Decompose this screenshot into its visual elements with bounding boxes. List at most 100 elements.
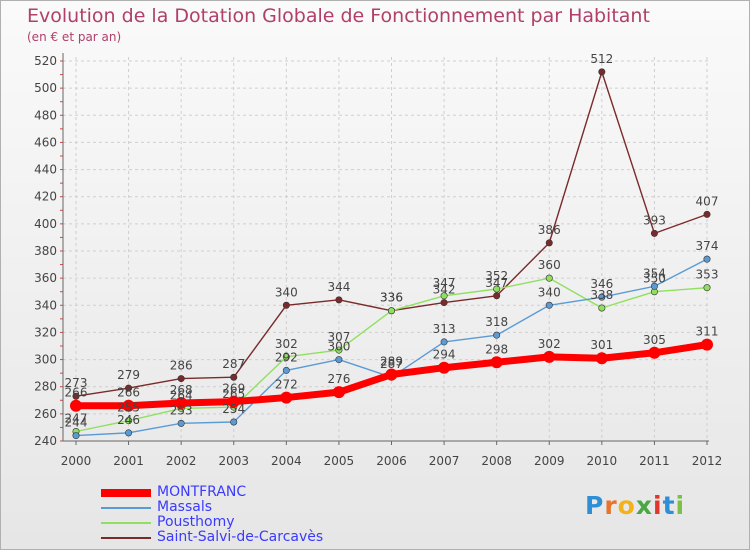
data-label: 272 xyxy=(275,378,298,392)
data-label: 301 xyxy=(590,338,613,352)
logo-letter: i xyxy=(653,491,663,520)
data-label: 266 xyxy=(117,386,140,400)
data-point xyxy=(178,375,184,381)
data-point xyxy=(491,356,503,368)
y-tick-label: 420 xyxy=(34,190,57,204)
data-label: 287 xyxy=(222,357,245,371)
data-point xyxy=(493,293,499,299)
legend-item: Pousthomy xyxy=(101,515,323,530)
logo-letter: o xyxy=(618,491,636,520)
data-label: 254 xyxy=(222,402,245,416)
legend-item: MONTFRANC xyxy=(101,485,323,500)
data-label: 264 xyxy=(170,388,193,402)
data-point xyxy=(231,374,237,380)
y-tick-label: 380 xyxy=(34,244,57,258)
data-label: 350 xyxy=(643,272,666,286)
data-label: 353 xyxy=(696,268,719,282)
data-point xyxy=(441,299,447,305)
x-tick-label: 2009 xyxy=(534,454,565,468)
chart-frame: Evolution de la Dotation Globale de Fonc… xyxy=(0,0,750,550)
data-point xyxy=(283,302,289,308)
data-point xyxy=(438,362,450,374)
x-tick-label: 2000 xyxy=(61,454,92,468)
y-tick-label: 260 xyxy=(34,407,57,421)
data-label: 302 xyxy=(275,337,298,351)
proxiti-logo: Proxiti xyxy=(585,491,685,520)
y-tick-label: 240 xyxy=(34,434,57,448)
data-label: 340 xyxy=(538,285,561,299)
data-point xyxy=(70,400,82,412)
data-point xyxy=(546,275,552,281)
data-label: 305 xyxy=(643,333,666,347)
data-label: 255 xyxy=(117,401,140,415)
data-label: 253 xyxy=(170,403,193,417)
legend-item: Massals xyxy=(101,500,323,515)
y-tick-label: 300 xyxy=(34,353,57,367)
x-tick-label: 2007 xyxy=(429,454,460,468)
data-point xyxy=(596,352,608,364)
data-label: 307 xyxy=(327,330,350,344)
data-label: 276 xyxy=(327,372,350,386)
x-tick-label: 2005 xyxy=(324,454,355,468)
legend-label: Massals xyxy=(157,500,212,515)
data-point xyxy=(651,230,657,236)
y-axis: 240 260 280 300 320 340 360 380 400 420 440 460 480 5… xyxy=(34,53,63,448)
x-axis: 2000 2001 2002 2003 2004 2005 2006 2007 2008 2009… xyxy=(61,441,723,468)
data-point xyxy=(336,297,342,303)
data-point xyxy=(648,347,660,359)
y-tick-label: 360 xyxy=(34,271,57,285)
data-point xyxy=(388,308,394,314)
data-label: 298 xyxy=(485,342,508,356)
x-tick-label: 2010 xyxy=(587,454,618,468)
data-point xyxy=(543,351,555,363)
x-tick-label: 2004 xyxy=(271,454,302,468)
data-label: 287 xyxy=(380,357,403,371)
line-chart: 2402602803003203403603804004204404604805… xyxy=(1,1,749,549)
x-tick-label: 2002 xyxy=(166,454,197,468)
x-tick-label: 2011 xyxy=(639,454,670,468)
data-point xyxy=(599,69,605,75)
legend: MONTFRANC Massals Pousthomy Saint-Salvi-de-… xyxy=(101,485,323,545)
data-point xyxy=(704,211,710,217)
data-label: 247 xyxy=(65,412,88,426)
data-label: 338 xyxy=(590,288,613,302)
data-label: 512 xyxy=(590,52,613,66)
data-label: 292 xyxy=(275,350,298,364)
x-tick-label: 2003 xyxy=(218,454,249,468)
data-point xyxy=(178,420,184,426)
data-point xyxy=(599,305,605,311)
logo-letter: r xyxy=(604,491,617,520)
legend-swatch xyxy=(101,489,151,497)
legend-swatch xyxy=(101,537,151,539)
data-point xyxy=(231,419,237,425)
data-label: 294 xyxy=(433,348,456,362)
data-label: 318 xyxy=(485,315,508,329)
y-tick-label: 480 xyxy=(34,108,57,122)
data-point xyxy=(125,430,131,436)
data-label: 340 xyxy=(275,285,298,299)
x-tick-label: 2012 xyxy=(692,454,723,468)
data-point xyxy=(493,332,499,338)
data-label: 386 xyxy=(538,223,561,237)
y-tick-label: 400 xyxy=(34,217,57,231)
logo-letter: x xyxy=(636,491,653,520)
x-tick-label: 2008 xyxy=(481,454,512,468)
legend-label: MONTFRANC xyxy=(157,485,246,500)
y-tick-label: 520 xyxy=(34,54,57,68)
data-label: 273 xyxy=(65,376,88,390)
logo-letter: i xyxy=(676,491,686,520)
x-tick-label: 2001 xyxy=(113,454,144,468)
data-label: 279 xyxy=(117,368,140,382)
data-point xyxy=(283,367,289,373)
data-label: 246 xyxy=(117,413,140,427)
data-label: 311 xyxy=(696,325,719,339)
data-label: 265 xyxy=(222,387,245,401)
data-label: 393 xyxy=(643,213,666,227)
data-point xyxy=(441,339,447,345)
data-point xyxy=(73,432,79,438)
y-tick-label: 500 xyxy=(34,81,57,95)
x-tick-label: 2006 xyxy=(376,454,407,468)
y-tick-label: 320 xyxy=(34,325,57,339)
data-point xyxy=(701,339,713,351)
data-label: 336 xyxy=(380,291,403,305)
